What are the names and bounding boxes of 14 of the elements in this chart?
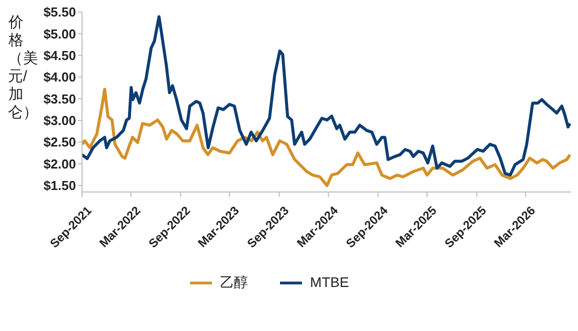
line-series <box>82 88 571 187</box>
line-series <box>82 15 571 177</box>
y-tick-label: $2.00 <box>43 156 76 172</box>
legend-label: 乙醇 <box>220 274 248 290</box>
y-tick-label: $5.00 <box>43 26 76 42</box>
y-tick-label: $5.50 <box>43 4 76 20</box>
y-tick-label: $2.50 <box>43 134 76 150</box>
y-axis-title: 价格（美元/加仑） <box>8 14 38 122</box>
y-tick-label: $4.00 <box>43 70 76 85</box>
y-tick-label: $1.50 <box>43 178 76 194</box>
y-tick-label: $3.50 <box>43 91 76 106</box>
y-tick-label: $3.00 <box>43 113 76 128</box>
legend-label: MTBE <box>310 274 349 290</box>
y-tick-label: $4.50 <box>43 48 76 63</box>
